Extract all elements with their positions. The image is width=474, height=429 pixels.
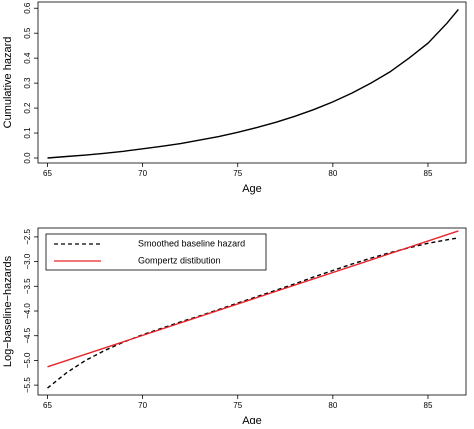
y-tick-label: 0.2	[23, 102, 32, 114]
x-tick-label: 85	[424, 401, 433, 410]
x-tick-label: 75	[233, 169, 242, 178]
x-tick-label: 75	[233, 401, 242, 410]
x-tick-label: 65	[43, 401, 52, 410]
x-axis-label: Age	[242, 415, 262, 424]
y-tick-label: 0.6	[23, 2, 32, 14]
legend-box	[45, 233, 267, 271]
y-axis-label: Cumulative hazard	[2, 37, 14, 129]
y-tick-label: −2.5	[23, 228, 32, 244]
y-tick-label: −5.0	[23, 352, 32, 368]
data-line	[47, 9, 459, 159]
x-tick-label: 70	[138, 401, 147, 410]
plot-frame	[37, 1, 467, 164]
y-tick-label: 0.1	[23, 127, 32, 139]
y-axis-label: Log−baseline−hazards	[2, 255, 14, 367]
data-line	[47, 230, 459, 368]
x-axis-label: Age	[242, 183, 262, 195]
y-tick-label: 0.0	[23, 152, 32, 164]
x-tick-label: 80	[328, 169, 337, 178]
x-tick-label: 85	[424, 169, 433, 178]
y-tick-label: −3.0	[23, 253, 32, 269]
x-tick-label: 70	[138, 169, 147, 178]
legend-label: Smoothed baseline hazard	[138, 238, 245, 248]
y-tick-label: −4.0	[23, 303, 32, 319]
legend-label: Gompertz distibution	[138, 255, 221, 265]
y-tick-label: −3.5	[23, 278, 32, 294]
y-tick-label: 0.4	[23, 52, 32, 64]
plot-frame	[37, 227, 467, 396]
y-tick-label: −5.5	[23, 377, 32, 393]
y-tick-label: −4.5	[23, 327, 32, 343]
y-tick-label: 0.5	[23, 27, 32, 39]
x-tick-label: 65	[43, 169, 52, 178]
x-tick-label: 80	[328, 401, 337, 410]
y-tick-label: 0.3	[23, 77, 32, 89]
